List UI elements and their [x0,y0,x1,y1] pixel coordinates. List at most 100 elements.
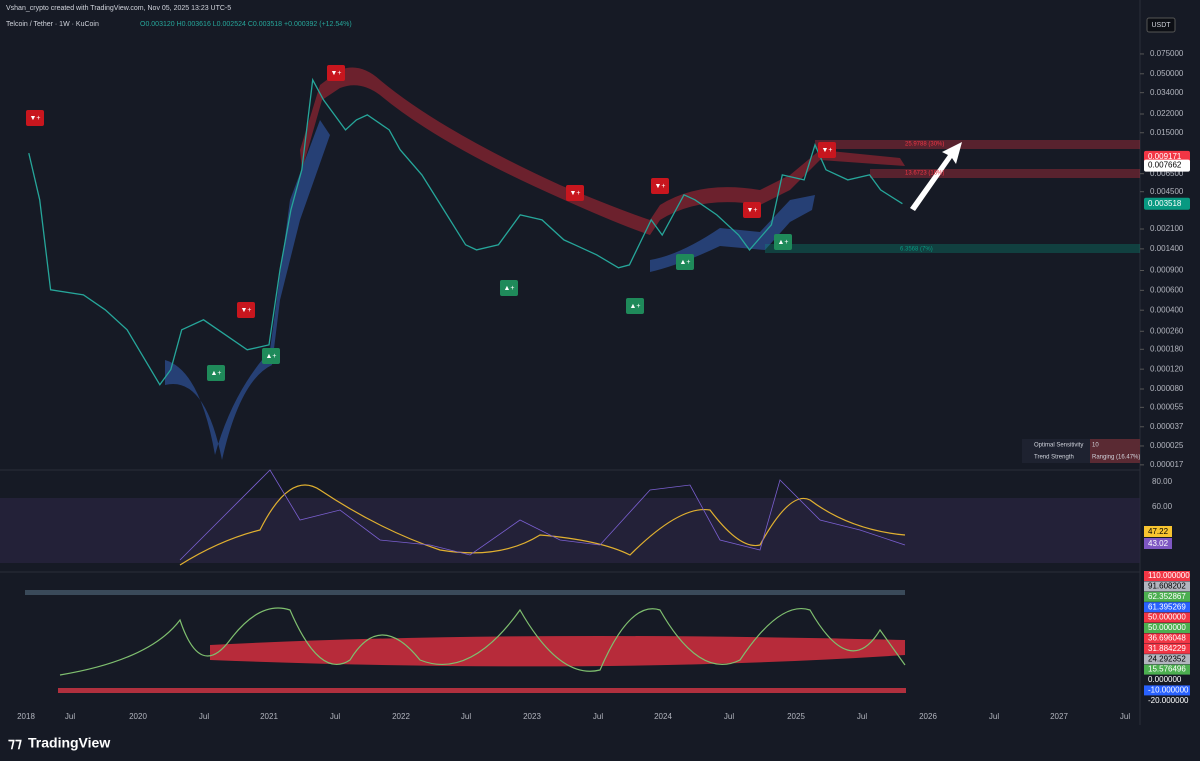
buy-signal-label: ▲+ [679,259,690,266]
sell-signal [566,185,584,201]
oscillator-line [179,484,906,566]
buy-signal [676,254,694,270]
lower-tag [1144,654,1190,665]
lower-tag-label: 91.608202 [1148,582,1186,591]
y-tick-label: 0.000260 [1150,326,1184,335]
x-tick-label: 2023 [523,712,541,721]
heat-strip [58,688,906,693]
x-tick-label: 2018 [17,712,35,721]
price-tag [1144,159,1190,172]
annotation: 13.6723 (16%) [905,171,944,177]
y-tick-label: 0.006500 [1150,169,1184,178]
lower-tag-label: 15.576496 [1148,665,1186,674]
buy-signal-label: ▲+ [503,285,514,292]
y-tick-label: 0.000017 [1150,460,1184,469]
osc-tag [1144,526,1172,537]
sell-signal-label: ▼+ [569,190,580,197]
x-tick-label: Jul [724,712,734,721]
y-tick-label: 0.000180 [1150,344,1184,353]
sell-signal [651,178,669,194]
sell-signal-label: ▼+ [654,183,665,190]
x-tick-label: Jul [65,712,75,721]
lower-tag-label: 0.000000 [1148,675,1182,684]
y-tick-label: 0.015000 [1150,128,1184,137]
lower-tag-label: -10.000000 [1148,686,1189,695]
oscillator-band [0,498,1140,563]
lower-tag-label: 62.352867 [1148,592,1186,601]
symbol: Telcoin / Tether · 1W · KuCoin [6,21,99,28]
currency: USDT [1151,22,1171,29]
x-tick-label: 2025 [787,712,805,721]
y-tick-label: 0.000600 [1150,285,1184,294]
lower-tag-label: 50.000000 [1148,623,1186,632]
lower-tag-label: 50.000000 [1148,613,1186,622]
bull-ribbon [165,120,815,460]
x-tick-label: Jul [1120,712,1130,721]
sell-signal-label: ▼+ [821,147,832,154]
osc-tag [1144,538,1172,549]
sell-signal [237,302,255,318]
y-tick-label: 0.000080 [1150,384,1184,393]
credit: Vshan_crypto created with TradingView.co… [6,5,231,12]
lower-tag [1144,633,1190,644]
x-tick-label: Jul [461,712,471,721]
zone [870,169,1140,178]
sell-signal-label: ▼+ [240,307,251,314]
sell-signal [743,202,761,218]
y-tick-label: 0.000400 [1150,305,1184,314]
lower-area [210,636,905,667]
annotation: 25.9788 (30%) [905,142,944,148]
zone [765,244,1140,253]
sell-signal-label: ▼+ [330,70,341,77]
arrow [910,142,962,211]
y-tick-label: 0.000120 [1150,364,1184,373]
y-tick-label: 0.022000 [1150,109,1184,118]
table-cell: Optimal Sensitivity [1034,443,1083,449]
buy-signal-label: ▲+ [210,370,221,377]
logo: ⁊⁊ [8,735,22,751]
price-tag-label: 0.007662 [1148,161,1182,170]
y-tick-label: 0.034000 [1150,88,1184,97]
lower-line [59,607,906,676]
lower-tag-label: 36.696048 [1148,634,1186,643]
price-tag [1144,197,1190,210]
currency-box [1146,17,1176,33]
zone [815,140,1140,149]
x-tick-label: 2026 [919,712,937,721]
x-tick-label: 2024 [654,712,672,721]
y-tick-label: 0.000025 [1150,441,1184,450]
lower-tag [1144,591,1190,602]
annotation: 6.3568 (7%) [900,247,933,253]
y-tick-label: 0.004500 [1150,187,1184,196]
sell-signal [327,65,345,81]
bear-ribbon [300,67,905,236]
x-tick-label: Jul [199,712,209,721]
y-tick-label: 0.000037 [1150,422,1184,431]
lower-tag [1144,602,1190,613]
lower-tag-label: 31.884229 [1148,644,1186,653]
buy-signal [500,280,518,296]
sell-signal [26,110,44,126]
brand: TradingView [28,735,110,751]
y-tick-label: 0.001400 [1150,244,1184,253]
price-tag-label: 0.003518 [1148,199,1182,208]
y-tick-label: 0.075000 [1150,49,1184,58]
buy-signal [262,348,280,364]
table-cell: 10 [1092,443,1099,449]
lower-tag-label: 24.292352 [1148,654,1186,663]
lower-tag [1144,664,1190,675]
x-tick-label: Jul [330,712,340,721]
table-cell [1090,439,1140,463]
sell-signal-label: ▼+ [29,115,40,122]
osc-axis-label: 60.00 [1152,502,1173,511]
heat-strip [25,590,905,595]
price-line [28,77,903,386]
x-tick-label: Jul [857,712,867,721]
ohlc: O0.003120 H0.003616 L0.002524 C0.003518 … [140,21,352,28]
lower-tag [1144,581,1190,592]
y-tick-label: 0.000055 [1150,402,1184,411]
x-tick-label: 2021 [260,712,278,721]
